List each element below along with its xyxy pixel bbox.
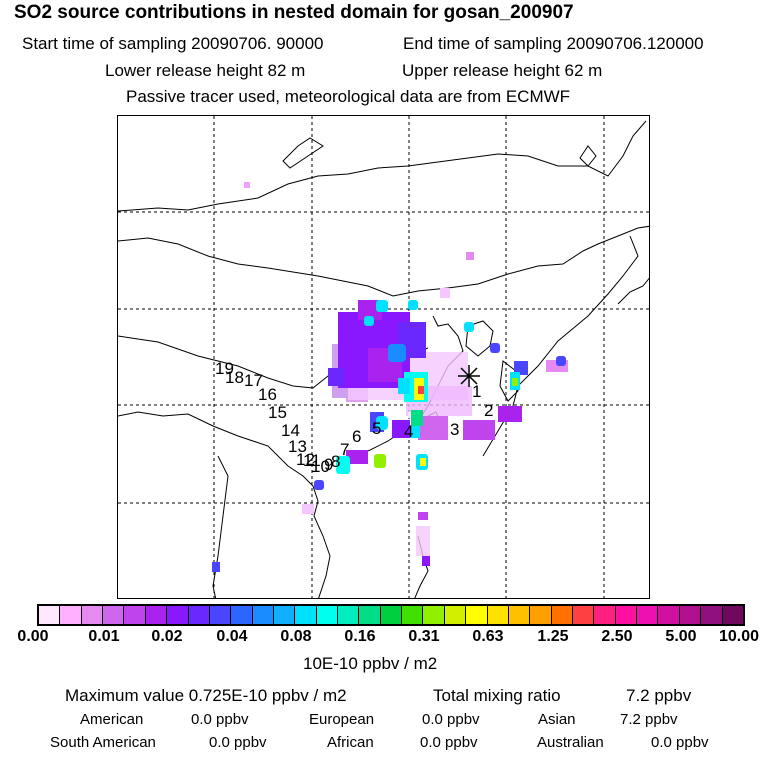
total-mixing-label: Total mixing ratio	[433, 686, 561, 705]
colorbar-tick: 5.00	[665, 628, 697, 645]
colorbar-swatch	[252, 606, 274, 624]
colorbar-swatch	[572, 606, 595, 624]
trajectory-label: 3	[450, 420, 460, 439]
trajectory-label: 9	[324, 455, 334, 474]
trajectory-label: 5	[372, 419, 382, 438]
australian-value: 0.0 ppbv	[651, 734, 709, 751]
colorbar-tick: 0.00	[17, 628, 49, 645]
colorbar-swatch	[701, 606, 723, 624]
colorbar-tick: 2.50	[601, 628, 633, 645]
map-panel: 1 2 3 4 5 6 7 8 9 10 11 12 13 14 15 16 1…	[117, 115, 650, 599]
start-time-label: Start time of sampling 20090706. 90000	[22, 34, 324, 53]
colorbar-swatch	[359, 606, 381, 624]
colorbar-swatch	[615, 606, 638, 624]
trajectory-label: 11	[303, 451, 321, 470]
colorbar-tick: 0.16	[344, 628, 376, 645]
colorbar-swatch	[124, 606, 146, 624]
colorbar-tick: 0.31	[408, 628, 440, 645]
asian-label: Asian	[538, 711, 576, 728]
map-title: SO2 source contributions in nested domai…	[14, 2, 574, 23]
colorbar-swatch	[338, 606, 360, 624]
trajectory-label: 14	[281, 421, 300, 440]
trajectory-label: 4	[404, 422, 414, 441]
colorbar-tick: 0.02	[151, 628, 183, 645]
colorbar-swatch	[551, 606, 573, 624]
end-time-label: End time of sampling 20090706.120000	[403, 34, 704, 53]
trajectory-label: 12	[296, 450, 315, 469]
colorbar-swatch	[39, 606, 61, 624]
trajectory-label: 7	[340, 440, 350, 459]
south-american-value: 0.0 ppbv	[209, 734, 267, 751]
asian-value: 7.2 ppbv	[620, 711, 678, 728]
lat-lon-grid	[118, 116, 649, 598]
upper-release-label: Upper release height 62 m	[402, 61, 603, 80]
colorbar-swatch	[295, 606, 317, 624]
trajectory-label: 19	[215, 359, 234, 378]
colorbar-swatch	[722, 606, 743, 624]
colorbar-swatch	[530, 606, 552, 624]
colorbar-swatch	[444, 606, 467, 624]
colorbar-swatch	[273, 606, 296, 624]
european-value: 0.0 ppbv	[422, 711, 480, 728]
colorbar-swatch	[145, 606, 168, 624]
colorbar-swatch	[209, 606, 232, 624]
colorbar-unit: 10E-10 ppbv / m2	[303, 654, 438, 673]
so2-plume	[212, 182, 568, 572]
trajectory-label: 17	[244, 371, 263, 390]
american-label: American	[80, 711, 144, 728]
trajectory-label: 18	[225, 368, 244, 387]
colorbar-tick: 0.04	[216, 628, 248, 645]
lower-release-label: Lower release height 82 m	[105, 61, 306, 80]
colorbar-tick: 0.08	[280, 628, 312, 645]
trajectory-label: 8	[331, 452, 341, 471]
colorbar-swatch	[466, 606, 488, 624]
colorbar-swatch	[167, 606, 189, 624]
colorbar-tick: 10.00	[718, 628, 760, 645]
south-american-label: South American	[50, 734, 156, 751]
american-value: 0.0 ppbv	[191, 711, 249, 728]
trajectory-label: 16	[258, 385, 277, 404]
tracer-info-label: Passive tracer used, meteorological data…	[126, 87, 571, 106]
australian-label: Australian	[537, 734, 604, 751]
colorbar-swatch	[81, 606, 104, 624]
colorbar-swatch	[487, 606, 509, 624]
colorbar-swatch	[658, 606, 680, 624]
trajectory-label: 1	[472, 382, 482, 401]
colorbar	[37, 604, 745, 626]
colorbar-swatch	[402, 606, 424, 624]
colorbar-tick: 1.25	[537, 628, 569, 645]
trajectory-label: 13	[288, 437, 307, 456]
colorbar-swatch	[594, 606, 616, 624]
colorbar-swatch	[679, 606, 702, 624]
max-value-label: Maximum value 0.725E-10 ppbv / m2	[65, 686, 347, 705]
trajectory-label: 15	[268, 403, 287, 422]
colorbar-swatch	[316, 606, 339, 624]
trajectory-label: 6	[352, 427, 362, 446]
colorbar-swatch	[637, 606, 659, 624]
colorbar-swatch	[508, 606, 531, 624]
trajectory-label: 2	[484, 401, 494, 420]
colorbar-swatch	[380, 606, 403, 624]
colorbar-swatch	[231, 606, 253, 624]
total-mixing-value: 7.2 ppbv	[626, 686, 692, 705]
trajectory-label: 10	[311, 457, 330, 476]
colorbar-swatch	[423, 606, 445, 624]
colorbar-tick: 0.63	[472, 628, 504, 645]
european-label: European	[309, 711, 375, 728]
colorbar-swatch	[60, 606, 82, 624]
receptor-marker	[458, 365, 480, 387]
colorbar-swatch	[103, 606, 125, 624]
colorbar-tick: 0.01	[88, 628, 120, 645]
colorbar-swatch	[188, 606, 210, 624]
map-svg	[118, 116, 649, 598]
african-label: African	[327, 734, 374, 751]
african-value: 0.0 ppbv	[420, 734, 478, 751]
